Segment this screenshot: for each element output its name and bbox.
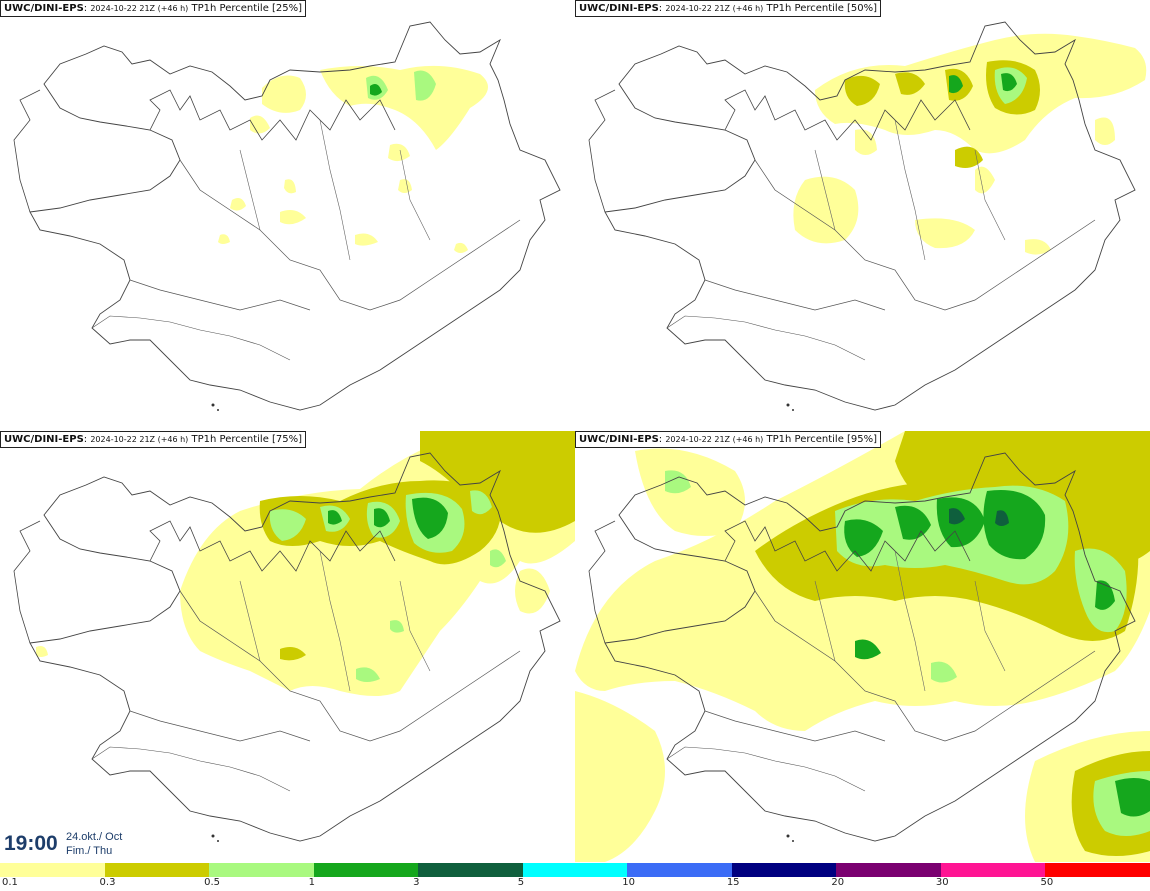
- colorbar-label: 5: [517, 877, 525, 888]
- colorbar-label: 50: [1040, 877, 1054, 888]
- panel-title: UWC/DINI-EPS: 2024-10-22 21Z (+46 h) TP1…: [575, 0, 882, 17]
- colorbar-label: 30: [935, 877, 949, 888]
- colorbar-segment: [104, 863, 210, 877]
- model-name: UWC/DINI-EPS: [579, 434, 659, 445]
- field-name: TP1h Percentile [95%]: [766, 434, 878, 445]
- panel-title: UWC/DINI-EPS: 2024-10-22 21Z (+46 h) TP1…: [0, 0, 307, 17]
- run-time: 2024-10-22 21Z (+46 h): [90, 435, 189, 444]
- run-time: 2024-10-22 21Z (+46 h): [665, 435, 764, 444]
- colorbar-label: 20: [831, 877, 845, 888]
- iceland-map-p50: [588, 21, 1147, 412]
- valid-date-line1: 24.okt./ Oct: [66, 831, 123, 843]
- iceland-map-p25: [13, 21, 561, 412]
- colorbar-segment: [1045, 863, 1150, 877]
- colorbar-segment: [940, 863, 1046, 877]
- precip-areas: [793, 33, 1147, 255]
- model-name: UWC/DINI-EPS: [579, 3, 659, 14]
- colorbar-segment: [313, 863, 419, 877]
- colorbar-label: 10: [622, 877, 635, 888]
- precip-areas: [218, 65, 488, 253]
- iceland-map-p75: [13, 431, 575, 843]
- colorbar-label: 3: [413, 877, 420, 888]
- colorbar-label: 1: [308, 877, 315, 888]
- map-panel-p75: UWC/DINI-EPS: 2024-10-22 21Z (+46 h) TP1…: [0, 431, 575, 862]
- colorbar-segment: [627, 863, 732, 877]
- valid-time-box: 19:00 24.okt./ Oct Fim./ Thu: [0, 828, 140, 862]
- colorbar-segment: [209, 863, 314, 877]
- colorbar-segment: [731, 863, 837, 877]
- precip-areas: [36, 431, 575, 696]
- colorbar-label: 0.3: [99, 877, 116, 888]
- colorbar-segment: [0, 863, 105, 877]
- valid-date: 24.okt./ Oct Fim./ Thu: [66, 830, 122, 858]
- map-panel-p95: UWC/DINI-EPS: 2024-10-22 21Z (+46 h) TP1…: [575, 431, 1150, 862]
- field-name: TP1h Percentile [25%]: [191, 3, 303, 14]
- run-time: 2024-10-22 21Z (+46 h): [665, 4, 764, 13]
- map-panel-p25: UWC/DINI-EPS: 2024-10-22 21Z (+46 h) TP1…: [0, 0, 575, 431]
- colorbar-label: 0.5: [204, 877, 220, 888]
- run-time: 2024-10-22 21Z (+46 h): [90, 4, 189, 13]
- panel-title: UWC/DINI-EPS: 2024-10-22 21Z (+46 h) TP1…: [0, 431, 307, 448]
- model-name: UWC/DINI-EPS: [4, 434, 84, 445]
- colorbar-label: 0.1: [2, 877, 18, 888]
- colorbar-labels: 0.1 0.3 0.5 1 3 5 10 15 20 30 50: [0, 877, 1150, 891]
- colorbar-label: 15: [726, 877, 740, 888]
- colorbar-segment: [836, 863, 941, 877]
- map-panel-p50: UWC/DINI-EPS: 2024-10-22 21Z (+46 h) TP1…: [575, 0, 1150, 431]
- colorbar-segment: [522, 863, 628, 877]
- iceland-map-p95: [575, 431, 1150, 862]
- valid-date-line2: Fim./ Thu: [66, 845, 113, 857]
- panel-title: UWC/DINI-EPS: 2024-10-22 21Z (+46 h) TP1…: [575, 431, 882, 448]
- field-name: TP1h Percentile [75%]: [191, 434, 303, 445]
- precip-colorbar: [0, 863, 1150, 877]
- colorbar-segment: [418, 863, 523, 877]
- model-name: UWC/DINI-EPS: [4, 3, 84, 14]
- field-name: TP1h Percentile [50%]: [766, 3, 878, 14]
- valid-time: 19:00: [4, 832, 58, 855]
- precip-areas: [575, 431, 1150, 862]
